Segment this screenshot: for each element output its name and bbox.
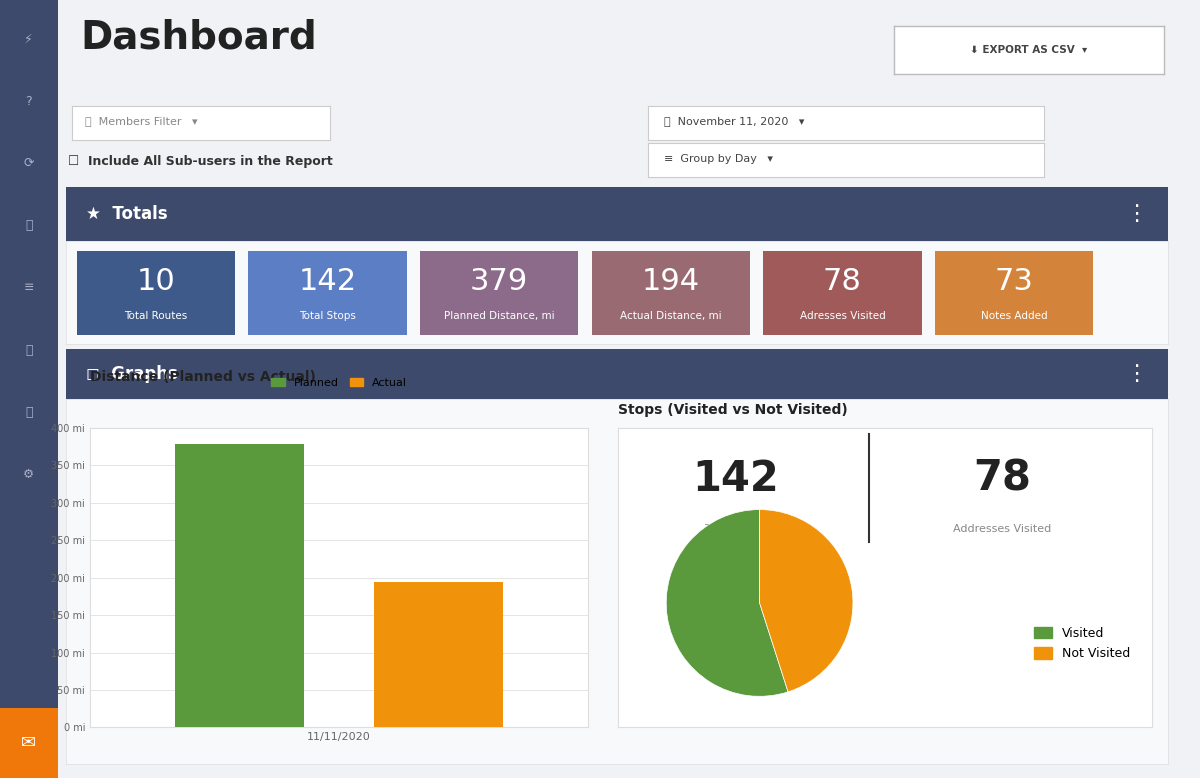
Text: Total Stops: Total Stops bbox=[706, 524, 766, 534]
Text: Stops (Visited vs Not Visited): Stops (Visited vs Not Visited) bbox=[618, 403, 847, 417]
Text: Distance (Planned vs Actual): Distance (Planned vs Actual) bbox=[90, 370, 316, 384]
Text: 78: 78 bbox=[823, 267, 862, 296]
Text: ⋮: ⋮ bbox=[1126, 364, 1147, 384]
Text: ⬇ EXPORT AS CSV  ▾: ⬇ EXPORT AS CSV ▾ bbox=[971, 45, 1087, 54]
Text: 73: 73 bbox=[995, 267, 1033, 296]
Text: ⋮: ⋮ bbox=[1126, 204, 1147, 224]
Text: ⟳: ⟳ bbox=[24, 157, 34, 170]
Text: 👥: 👥 bbox=[25, 344, 32, 356]
Text: ⚙: ⚙ bbox=[23, 468, 35, 481]
Legend: Visited, Not Visited: Visited, Not Visited bbox=[1030, 622, 1135, 665]
Text: Addresses Visited: Addresses Visited bbox=[953, 524, 1051, 534]
Text: Actual Distance, mi: Actual Distance, mi bbox=[620, 311, 721, 321]
Wedge shape bbox=[760, 510, 853, 692]
Text: 142: 142 bbox=[692, 457, 779, 499]
Text: Planned Distance, mi: Planned Distance, mi bbox=[444, 311, 554, 321]
Text: 379: 379 bbox=[470, 267, 528, 296]
Text: 📈: 📈 bbox=[25, 406, 32, 419]
Text: 📅  November 11, 2020   ▾: 📅 November 11, 2020 ▾ bbox=[664, 116, 804, 126]
Text: 👤  Members Filter   ▾: 👤 Members Filter ▾ bbox=[85, 116, 198, 126]
Text: 78: 78 bbox=[973, 457, 1032, 499]
Text: Total Stops: Total Stops bbox=[299, 311, 356, 321]
Text: ?: ? bbox=[25, 95, 32, 107]
Text: ✉: ✉ bbox=[22, 734, 36, 752]
Text: ★  Totals: ★ Totals bbox=[86, 205, 168, 223]
Text: ≡: ≡ bbox=[24, 282, 34, 294]
Text: Dashboard: Dashboard bbox=[80, 19, 317, 56]
Wedge shape bbox=[666, 510, 788, 696]
Legend: Planned, Actual: Planned, Actual bbox=[266, 373, 412, 393]
Text: ⚡: ⚡ bbox=[24, 33, 34, 45]
Text: Total Routes: Total Routes bbox=[125, 311, 187, 321]
Text: ☐  Include All Sub-users in the Report: ☐ Include All Sub-users in the Report bbox=[68, 156, 334, 168]
Text: ≡  Group by Day   ▾: ≡ Group by Day ▾ bbox=[664, 153, 773, 163]
Bar bbox=[374, 582, 503, 727]
Text: 10: 10 bbox=[137, 267, 175, 296]
Bar bbox=[175, 443, 304, 727]
Text: ◻  Graphs: ◻ Graphs bbox=[86, 365, 178, 383]
Text: Adresses Visited: Adresses Visited bbox=[799, 311, 886, 321]
Text: 194: 194 bbox=[642, 267, 700, 296]
Text: 142: 142 bbox=[299, 267, 356, 296]
Text: 🛒: 🛒 bbox=[25, 219, 32, 232]
Text: Notes Added: Notes Added bbox=[980, 311, 1048, 321]
